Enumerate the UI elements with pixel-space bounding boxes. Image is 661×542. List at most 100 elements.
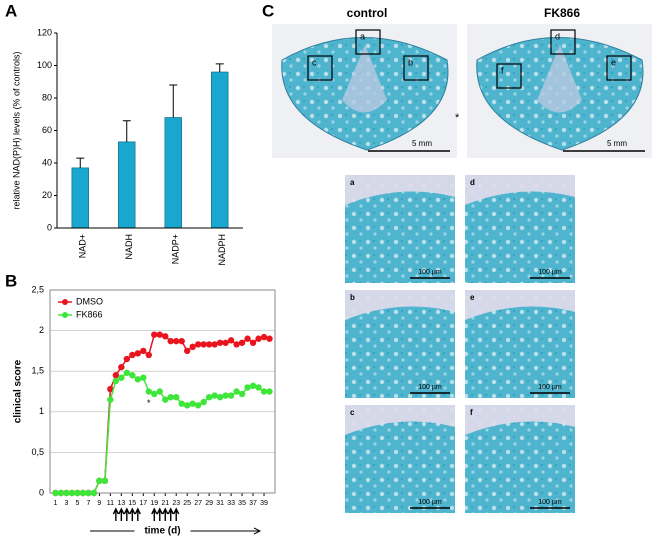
- data-point: [68, 489, 76, 497]
- x-tick-label: 1: [54, 500, 58, 507]
- panel-label: A: [5, 1, 17, 20]
- error-bar: [169, 84, 178, 118]
- treatment-arrow: [167, 507, 174, 521]
- data-point: [216, 339, 224, 346]
- data-point: [96, 477, 103, 485]
- bar: [118, 141, 136, 229]
- data-point: [233, 388, 240, 395]
- data-point: [244, 335, 251, 342]
- error-bar: [122, 120, 131, 142]
- column-title: control: [347, 6, 388, 20]
- y-tick-label: 2: [39, 325, 44, 335]
- data-point: [123, 369, 131, 377]
- data-point: [129, 372, 136, 379]
- x-tick-label: 9: [97, 500, 101, 507]
- inset-label: c: [312, 57, 317, 67]
- data-point: [178, 337, 185, 345]
- micrograph-label: a: [350, 178, 355, 187]
- data-point: [57, 489, 65, 497]
- x-tick-label: 21: [161, 500, 169, 507]
- inset-label: b: [408, 57, 413, 67]
- data-point: [211, 341, 218, 348]
- inset-label: a: [360, 31, 365, 41]
- data-point: [205, 341, 213, 348]
- data-point: [249, 382, 257, 390]
- x-tick-label: 11: [107, 500, 114, 507]
- x-tick-label: 39: [260, 500, 268, 507]
- data-point: [145, 351, 152, 359]
- data-point: [266, 388, 273, 395]
- y-tick-label: 0: [39, 487, 44, 497]
- data-point: [118, 363, 125, 371]
- axes: [56, 33, 243, 229]
- tissue-edge: [345, 175, 455, 205]
- scale-label: 100 µm: [418, 384, 442, 391]
- inset-box: [606, 55, 632, 81]
- y-tick-label: 1: [39, 406, 44, 416]
- y-tick-label: 0: [47, 222, 52, 232]
- y-tick-label: 120: [37, 27, 52, 37]
- data-point: [249, 339, 257, 346]
- data-point: [194, 402, 202, 409]
- treatment-arrow: [129, 507, 136, 521]
- tissue-edge: [465, 405, 575, 435]
- legend-label: FK866: [76, 309, 103, 319]
- plot-frame: [49, 289, 276, 494]
- y-axis-title: relative NAD(P)H) levels (% of controls): [11, 51, 21, 209]
- legend-marker: [62, 299, 68, 305]
- data-point: [140, 347, 147, 355]
- error-bar: [76, 157, 85, 168]
- data-point: [238, 390, 246, 398]
- treatment-arrow: [123, 507, 130, 521]
- data-point: [118, 374, 125, 381]
- x-tick-label: 5: [75, 500, 79, 507]
- micrograph-label: f: [470, 408, 473, 417]
- legend-label: DMSO: [76, 296, 103, 306]
- data-point: [255, 335, 262, 342]
- data-point: [162, 333, 169, 340]
- x-tick-label: 7: [86, 500, 90, 507]
- data-point: [200, 398, 207, 406]
- micrograph-label: e: [470, 293, 475, 302]
- grey-matter: [342, 45, 387, 113]
- x-tick-label: 31: [216, 500, 224, 507]
- data-point: [227, 392, 235, 399]
- data-point: [134, 350, 142, 357]
- scale-label: 5 mm: [607, 139, 627, 148]
- data-point: [178, 400, 185, 407]
- data-point: [200, 341, 207, 348]
- tissue-edge: [345, 290, 455, 320]
- inset-box: [307, 55, 333, 81]
- x-tick-label: NADH: [124, 234, 134, 260]
- y-tick-label: 1,5: [31, 366, 44, 376]
- tissue-edge: [345, 405, 455, 435]
- error-bar: [215, 63, 224, 72]
- data-point: [194, 341, 202, 348]
- column-title: FK866: [544, 6, 580, 20]
- data-point: [260, 388, 268, 395]
- annotation: *: [147, 398, 151, 408]
- data-point: [183, 347, 191, 355]
- scale-label: 100 µm: [538, 384, 562, 391]
- tissue-edge: [465, 175, 575, 205]
- data-point: [222, 392, 229, 399]
- panel-label: C: [262, 1, 274, 20]
- bar: [71, 167, 89, 229]
- data-point: [238, 339, 246, 346]
- data-point: [129, 351, 136, 359]
- data-point: [183, 402, 191, 409]
- data-point: [112, 377, 120, 385]
- scale-label: 5 mm: [412, 139, 432, 148]
- y-tick-label: 20: [42, 190, 52, 200]
- inset-label: f: [501, 65, 504, 75]
- x-tick-label: 17: [139, 500, 147, 507]
- micrograph-label: c: [350, 408, 355, 417]
- data-point: [151, 390, 158, 398]
- data-point: [222, 339, 229, 346]
- scale-label: 100 µm: [418, 499, 442, 506]
- inset-box: [550, 29, 576, 55]
- scale-label: 100 µm: [538, 499, 562, 506]
- data-point: [85, 489, 92, 497]
- x-tick-label: 33: [227, 500, 235, 507]
- micrograph-label: b: [350, 293, 355, 302]
